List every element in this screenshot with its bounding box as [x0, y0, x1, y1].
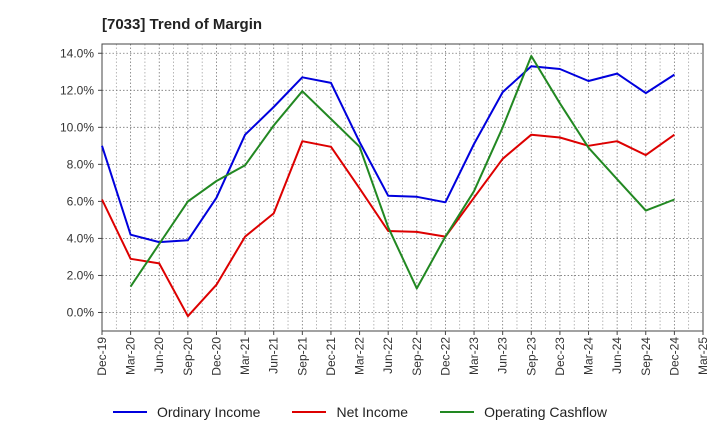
grid-layer	[101, 44, 704, 331]
x-tick-label: Jun-20	[152, 337, 166, 374]
x-tick-label: Jun-21	[267, 337, 281, 374]
x-tick-label: Dec-21	[324, 337, 338, 376]
series-line-net-income	[101, 133, 675, 318]
x-tick-label: Sep-20	[181, 337, 195, 376]
y-tick-label: 10.0%	[60, 120, 94, 134]
x-tick-label: Dec-20	[209, 337, 223, 376]
x-tick-label: Mar-21	[238, 337, 252, 375]
x-tick-label: Jun-23	[496, 337, 510, 374]
legend-label: Net Income	[336, 404, 409, 420]
plot-frame	[101, 43, 704, 332]
legend-item-operating-cashflow: Operating Cashflow	[440, 404, 607, 420]
x-tick-label: Dec-23	[553, 337, 567, 376]
x-tick-label: Jun-22	[381, 337, 395, 374]
tick-label-layer: 0.0% 2.0% 4.0% 6.0% 8.0% 10.0% 12.0% 14.0% Dec-1…	[60, 46, 710, 375]
series-line-operating-cashflow	[129, 55, 675, 290]
legend-swatch	[440, 411, 475, 413]
x-tick-label: Dec-22	[438, 337, 452, 376]
x-tick-label: Dec-19	[95, 337, 109, 376]
x-tick-label: Sep-21	[295, 337, 309, 376]
x-tick-label: Mar-24	[582, 337, 596, 375]
legend-label: Ordinary Income	[156, 404, 261, 420]
x-tick-label: Mar-23	[467, 337, 481, 375]
y-tick-label: 0.0%	[67, 305, 95, 319]
y-tick-label: 14.0%	[60, 46, 94, 60]
series-layer	[101, 55, 675, 318]
x-tick-label: Dec-24	[667, 337, 681, 376]
x-tick-label: Jun-24	[610, 337, 624, 374]
series-line-ordinary-income	[101, 65, 675, 244]
legend-item-ordinary-income: Ordinary Income	[112, 404, 261, 420]
y-tick-label: 12.0%	[60, 83, 94, 97]
y-tick-label: 6.0%	[67, 194, 95, 208]
x-tick-label: Sep-23	[524, 337, 538, 376]
x-tick-label: Sep-22	[410, 337, 424, 376]
x-tick-label: Mar-25	[696, 337, 710, 375]
x-tick-label: Mar-20	[124, 337, 138, 375]
y-tick-label: 2.0%	[67, 268, 95, 282]
legend-label: Operating Cashflow	[484, 404, 608, 420]
legend-swatch	[112, 411, 147, 413]
legend: Ordinary Income Net Income Operating Cashf…	[0, 404, 720, 420]
x-tick-label: Mar-22	[353, 337, 367, 375]
y-tick-label: 4.0%	[67, 231, 95, 245]
y-tick-label: 8.0%	[67, 157, 95, 171]
axis-layer	[98, 43, 704, 335]
chart-title: [7033] Trend of Margin	[102, 16, 263, 33]
legend-swatch	[292, 411, 327, 413]
legend-item-net-income: Net Income	[292, 404, 408, 420]
x-tick-label: Sep-24	[639, 337, 653, 376]
